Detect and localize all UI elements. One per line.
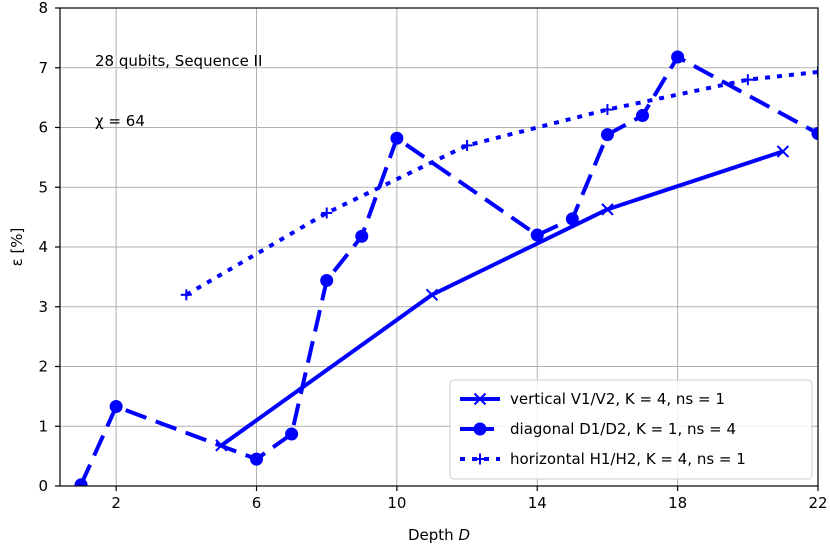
series-2-point xyxy=(461,139,473,151)
series-0-point xyxy=(425,288,439,302)
legend-marker-1 xyxy=(473,422,487,436)
annotation-qubits: 28 qubits, Sequence II xyxy=(95,52,262,70)
legend-entry-2: horizontal H1/H2, K = 4, ns = 1 xyxy=(510,450,746,468)
series-2-point xyxy=(812,66,818,78)
series-1-point xyxy=(320,273,334,287)
legend-entry-0: vertical V1/V2, K = 4, ns = 1 xyxy=(510,390,725,408)
y-tick-label: 5 xyxy=(38,178,48,196)
x-tick-label: 22 xyxy=(808,494,827,512)
y-tick-label: 2 xyxy=(38,358,48,376)
y-tick-label: 4 xyxy=(38,238,48,256)
annotation-chi: χ = 64 xyxy=(95,112,145,130)
series-2-point xyxy=(601,104,613,116)
legend-box xyxy=(449,379,813,480)
x-tick-label: 18 xyxy=(668,494,687,512)
legend: vertical V1/V2, K = 4, ns = 1 diagonal D1… xyxy=(449,379,813,480)
series-1-point xyxy=(109,400,123,414)
series-2-point xyxy=(321,207,333,219)
x-axis-label: Depth D xyxy=(408,526,470,544)
y-axis-label: ε [%] xyxy=(8,228,26,267)
series-1-point xyxy=(74,478,88,486)
series-1-point xyxy=(600,128,614,142)
y-tick-label: 8 xyxy=(38,0,48,17)
series-line-0 xyxy=(220,149,784,447)
x-tick-label: 10 xyxy=(387,494,406,512)
legend-marker-2 xyxy=(474,453,486,465)
series-1-point xyxy=(355,229,369,243)
series-1-point xyxy=(530,228,544,242)
series-2-point xyxy=(742,74,754,86)
y-tick-label: 1 xyxy=(38,417,48,435)
y-tick-label: 6 xyxy=(38,119,48,137)
y-tick-label: 7 xyxy=(38,59,48,77)
series-1-point xyxy=(390,131,404,145)
series-0-point xyxy=(601,203,614,216)
series-1-point xyxy=(565,212,579,226)
plot-series xyxy=(74,50,818,486)
series-line-2 xyxy=(185,69,818,297)
series-1-point xyxy=(250,452,264,466)
x-tick-label: 2 xyxy=(111,494,121,512)
legend-entry-1: diagonal D1/D2, K = 1, ns = 4 xyxy=(510,420,736,438)
series-1-point xyxy=(285,427,299,441)
series-1-point xyxy=(636,109,650,123)
series-2-point xyxy=(180,289,192,301)
x-tick-label: 6 xyxy=(252,494,262,512)
series-1-point xyxy=(671,50,685,64)
y-tick-label: 0 xyxy=(38,477,48,495)
legend-marker-0 xyxy=(473,392,487,406)
x-tick-label: 14 xyxy=(528,494,547,512)
y-tick-label: 3 xyxy=(38,298,48,316)
series-1-point xyxy=(811,126,818,140)
series-0-point xyxy=(776,145,790,158)
axis-ticks: 2 6 10 14 18 22 0 1 2 3 4 5 6 7 8 xyxy=(38,0,827,512)
